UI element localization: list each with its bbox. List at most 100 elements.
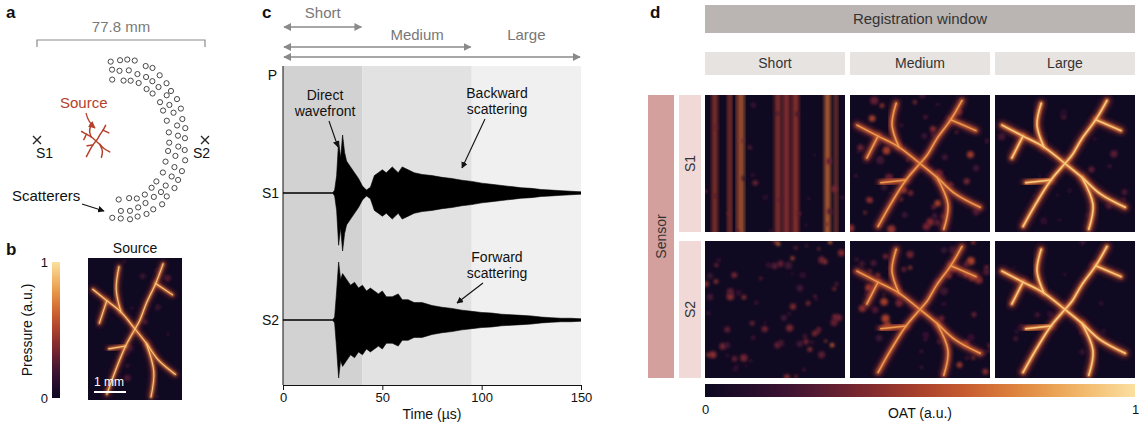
scatterer: [154, 179, 159, 184]
x-axis-line: [284, 385, 582, 386]
scatterer: [176, 177, 181, 182]
scatterers-label: Scatterers: [12, 187, 80, 204]
speckle: [838, 250, 845, 257]
speckle: [823, 259, 828, 264]
tick: 1: [1132, 397, 1139, 417]
image-content: [705, 241, 845, 378]
vessel: [867, 282, 878, 304]
speckle: [797, 341, 803, 347]
scatterer: [156, 84, 161, 89]
sensor-label: S2: [193, 145, 210, 161]
scatterer: [118, 216, 123, 221]
speckle: [900, 123, 903, 126]
speckle: [817, 247, 820, 250]
scatterer: [118, 208, 123, 213]
scatterer: [167, 140, 172, 145]
trace-label: S2: [262, 312, 279, 328]
speckle: [876, 156, 884, 164]
column-header-box: [705, 52, 845, 75]
speckle: [818, 351, 825, 358]
speckle: [919, 95, 925, 98]
header-box: [705, 5, 1135, 33]
scatterers-arrow: [82, 204, 104, 211]
stripe: [737, 95, 741, 232]
image: [88, 258, 182, 400]
panel-a: a77.8 mmS1S2SourceScatterers: [6, 3, 210, 222]
scatterer: [125, 57, 130, 62]
speckle: [824, 340, 827, 343]
colorbar: [705, 384, 1135, 397]
waveform: [283, 135, 581, 251]
vessel: [892, 103, 899, 147]
speckle: [714, 279, 718, 283]
speckle: [807, 347, 812, 352]
speckle: [707, 273, 713, 279]
speckle: [857, 151, 860, 154]
vessel: [1026, 180, 1051, 183]
scatterer: [151, 194, 156, 199]
scatterer: [164, 118, 169, 123]
speckle: [868, 269, 871, 272]
speckle: [1063, 273, 1067, 277]
speckle: [1088, 166, 1094, 172]
speckle: [156, 395, 160, 399]
vessel: [951, 266, 976, 277]
vessel: [892, 249, 899, 293]
speckle: [705, 190, 707, 193]
speckle: [716, 258, 721, 263]
speckle: [140, 273, 145, 278]
image-background: [850, 241, 990, 378]
scatterer: [158, 189, 163, 194]
speckle: [825, 223, 828, 226]
scatterer: [127, 217, 132, 222]
speckle: [1099, 301, 1103, 305]
header: Registration window: [853, 10, 987, 27]
vessel: [867, 136, 878, 158]
speckle: [987, 343, 990, 348]
speckle: [826, 158, 832, 164]
tick: 150: [571, 385, 593, 405]
speckle: [125, 364, 129, 368]
source-vessel: [100, 144, 103, 157]
speckle: [1014, 336, 1018, 340]
image-title: Source: [113, 240, 158, 256]
panel-letter: a: [6, 3, 16, 22]
scatterer: [179, 169, 184, 174]
scatterer: [164, 81, 169, 86]
annotation-line: wavefront: [294, 103, 356, 119]
sensor-marker: [201, 136, 209, 144]
speckle: [934, 220, 940, 226]
speckle: [902, 267, 907, 272]
colorbar: [52, 262, 60, 398]
speckle: [805, 244, 808, 247]
source-arrow: [86, 113, 95, 128]
source-vessel: [103, 130, 109, 133]
speckle: [941, 302, 946, 307]
panel-d: dRegistration windowShortMediumLargeSens…: [648, 3, 1139, 421]
vessel: [1012, 136, 1023, 158]
vessel: [951, 266, 976, 277]
tick-label: 0: [41, 391, 48, 406]
speckle: [985, 265, 989, 269]
vessel: [93, 289, 176, 374]
annotation: Forwardscattering: [467, 249, 528, 281]
vessel: [99, 301, 107, 324]
vessel: [881, 326, 906, 329]
image: [703, 239, 845, 380]
vessel: [156, 284, 173, 295]
scatterer: [108, 59, 113, 64]
speckle: [869, 115, 875, 121]
speckle: [727, 288, 734, 295]
vessel: [881, 180, 906, 183]
vessel: [109, 346, 126, 349]
speckle: [985, 139, 989, 143]
speckle: [724, 342, 730, 348]
speckle: [706, 311, 710, 315]
speckle: [1060, 109, 1067, 116]
vessel: [867, 282, 878, 304]
scatterer: [127, 196, 132, 201]
panel-c: cShortMediumLargePS1S2DirectwavefrontBac…: [262, 3, 592, 422]
speckle: [1080, 349, 1085, 354]
row-label: S1: [682, 155, 698, 172]
speckle: [814, 154, 817, 157]
